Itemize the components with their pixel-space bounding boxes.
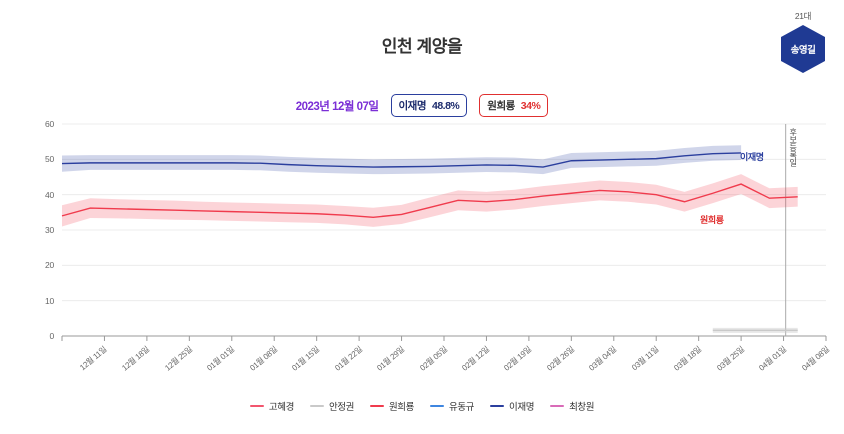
vline-annotation-label: 후보등록일 (788, 128, 798, 167)
incumbent-hexagon-icon: 송영길 (781, 25, 825, 73)
x-axis-tick: 01월 15일 (290, 344, 322, 373)
x-axis-tick: 03월 11일 (629, 344, 661, 373)
chart-legend: 고혜경 안정권 원희룡 유동규 이재명 최창원 (0, 399, 844, 413)
y-axis-tick: 20 (44, 260, 54, 271)
candidate-value-badge-1[interactable]: 이재명 48.8% (390, 94, 468, 117)
badge-candidate-name: 이재명 (398, 100, 427, 112)
legend-item[interactable]: 고혜경 (249, 399, 294, 413)
legend-item[interactable]: 원희룡 (369, 399, 414, 413)
x-axis-tick: 12월 11일 (78, 344, 109, 373)
y-axis-tick: 40 (44, 189, 54, 200)
legend-label: 유동규 (449, 402, 475, 413)
legend-item[interactable]: 유동규 (430, 399, 474, 413)
legend-label: 안정권 (328, 402, 354, 413)
legend-swatch-icon (430, 404, 444, 408)
legend-item[interactable]: 이재명 (490, 399, 534, 413)
series-inline-label: 이재명 (740, 152, 764, 162)
x-axis-tick: 04월 01일 (757, 344, 789, 373)
legend-swatch-icon (550, 404, 565, 408)
incumbent-term-label: 21대 (794, 11, 812, 21)
x-axis-tick: 01월 08일 (248, 344, 279, 373)
x-axis-tick: 03월 25일 (714, 344, 746, 373)
legend-label: 고혜경 (268, 402, 294, 413)
legend-label: 원희룡 (388, 402, 414, 413)
legend-swatch-icon (490, 404, 505, 408)
badge-candidate-value: 48.8% (432, 100, 460, 112)
legend-item[interactable]: 안정권 (309, 399, 354, 413)
y-axis-tick: 50 (44, 154, 54, 165)
y-axis-tick: 10 (44, 295, 54, 306)
page-title: 인천 계양을 (381, 37, 463, 56)
y-axis-tick: 60 (44, 119, 54, 129)
x-axis-tick: 12월 25일 (163, 344, 194, 373)
x-axis-tick: 12월 18일 (120, 344, 152, 373)
candidate-value-badge-2[interactable]: 원희룡 34% (479, 94, 549, 117)
legend-label: 이재명 (509, 402, 535, 413)
series-inline-label: 원희룡 (700, 215, 724, 225)
x-axis-tick: 02월 12일 (460, 344, 492, 373)
badge-candidate-value: 34% (520, 100, 541, 112)
x-axis-tick: 04월 08일 (799, 344, 831, 373)
legend-swatch-icon (249, 404, 264, 408)
selected-date-label: 2023년 12월 07일 (295, 100, 379, 113)
x-axis-tick: 03월 18일 (672, 344, 704, 373)
y-axis-tick: 0 (49, 331, 54, 341)
x-axis-tick: 02월 05일 (417, 344, 449, 373)
legend-label: 최창원 (569, 402, 595, 413)
legend-swatch-icon (309, 404, 324, 408)
x-axis-tick: 01월 29일 (375, 344, 407, 373)
x-axis-tick: 02월 26일 (545, 344, 576, 373)
incumbent-badge: 21대 송영길 (772, 10, 834, 73)
chart-plot-area[interactable]: 0 10 20 30 40 50 60 12월 11일 12월 18일 12월 25일 01월 0… (0, 118, 844, 373)
x-axis-tick: 01월 01일 (205, 344, 237, 373)
x-axis-tick: 03월 04일 (587, 344, 619, 373)
selection-summary: 2023년 12월 07일 이재명 48.8% 원희룡 34% (0, 94, 844, 117)
incumbent-name-label: 송영길 (790, 45, 816, 56)
badge-candidate-name: 원희룡 (487, 100, 515, 112)
legend-swatch-icon (369, 404, 384, 408)
legend-item[interactable]: 최창원 (550, 399, 594, 413)
x-axis-tick: 02월 19일 (502, 344, 534, 373)
y-axis-tick: 30 (44, 225, 54, 235)
x-axis-tick: 01월 22일 (332, 344, 364, 373)
chart-svg (61, 123, 827, 341)
